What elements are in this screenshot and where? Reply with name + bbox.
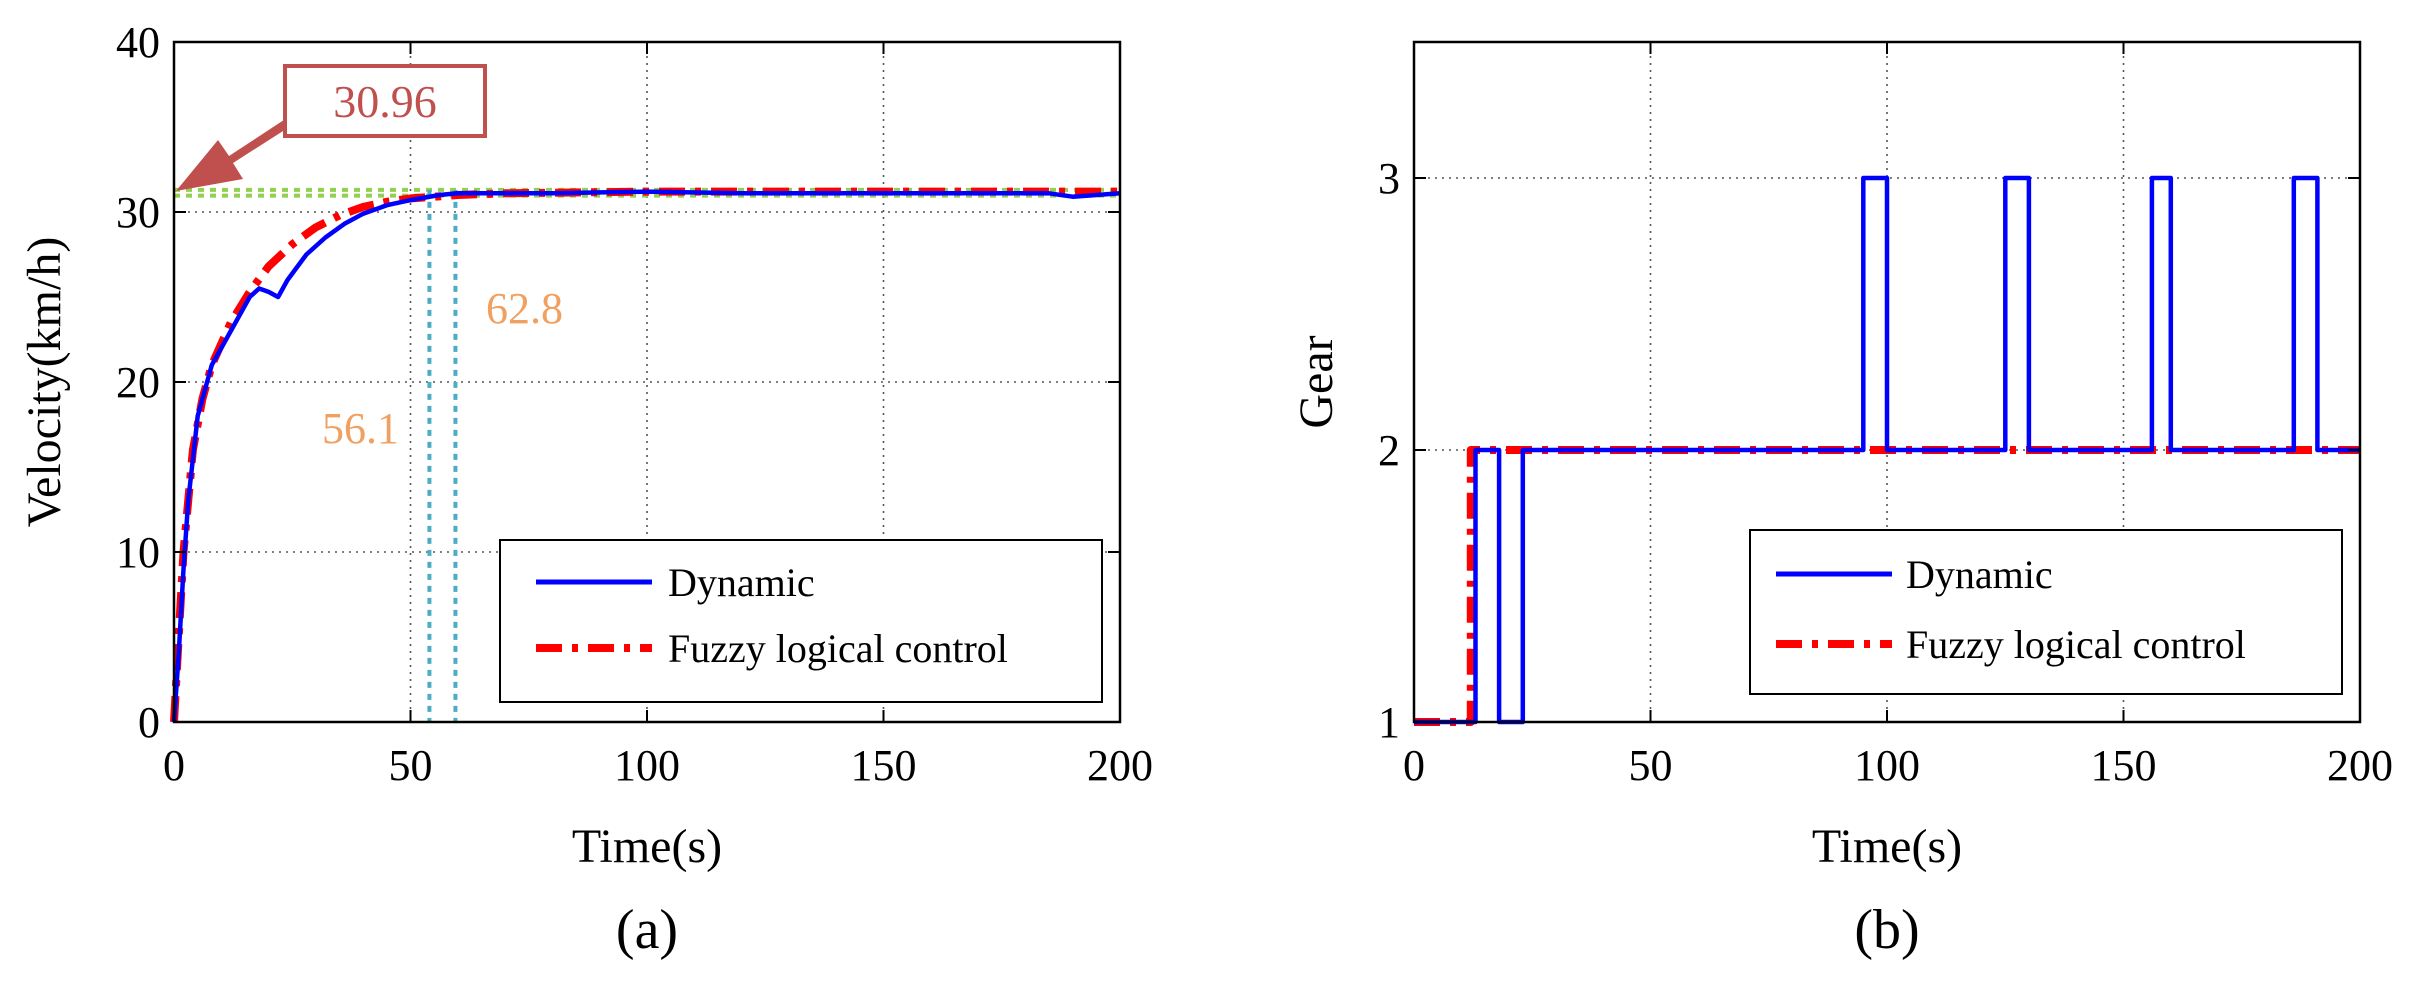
chart-a-legend-box [499,539,1103,703]
chart-a-legend-fuzzy: Fuzzy logical control [668,626,1008,671]
chart-a-xtick-label: 150 [851,741,917,790]
chart-b-xtick-label: 200 [2327,741,2393,790]
chart-a-ytick-label: 20 [116,358,160,407]
chart-a-ytick-label: 30 [116,188,160,237]
chart-a-ytick-label: 0 [138,698,160,747]
chart-a-callout-box [283,64,487,138]
chart-a-callout-arrow [176,116,294,191]
chart-a-callout: 30.96 [176,64,487,191]
chart-b-ytick-label: 2 [1378,426,1400,475]
chart-b-ytick-label: 1 [1378,698,1400,747]
chart-b-series-fuzzy-logical-control [1414,446,2360,726]
chart-a-series-dynamic [171,189,1121,723]
chart-b-xtick-label: 50 [1629,741,1673,790]
chart-b-legend-dynamic: Dynamic [1906,552,2053,597]
chart-b-series-dynamic [1414,175,2360,725]
chart-b-xtick-label: 0 [1403,741,1425,790]
chart-a-grid [174,42,1120,722]
chart-a-callout-label: 30.96 [333,76,437,127]
chart-a-xlabel: Time(s) [572,820,722,873]
chart-b-gear: 0 50 100 150 200 1 2 3 Time(s) Gear (b) Dynamic… [1290,40,2393,961]
chart-b-legend-box [1749,529,2343,695]
chart-a-ylabel: Velocity(km/h) [18,237,71,528]
chart-b-grid [1414,42,2360,722]
chart-a-ticks: 0 50 100 150 200 0 10 20 30 40 [116,18,1153,790]
chart-a-ytick-label: 40 [116,18,160,67]
chart-b-ticks: 0 50 100 150 200 1 2 3 [1378,42,2393,790]
chart-a-legend-dynamic: Dynamic [668,560,815,605]
chart-a-xtick-label: 0 [163,741,185,790]
chart-a-ytick-label: 10 [116,528,160,577]
chart-b-xtick-label: 150 [2091,741,2157,790]
chart-a-xtick-label: 200 [1087,741,1153,790]
chart-a-legend: Dynamic Fuzzy logical control [499,539,1103,703]
chart-b-panel-label: (b) [1854,899,1919,961]
chart-a-xtick-label: 50 [389,741,433,790]
chart-a-annotation-62-8: 62.8 [486,284,563,333]
chart-a-series [170,187,1121,723]
chart-a-velocity: 0 50 100 150 200 0 10 20 30 40 Time(s) Velocity(k… [18,18,1153,961]
chart-b-ylabel: Gear [1290,335,1343,428]
chart-a-annotation-56-1: 56.1 [322,404,399,453]
chart-b-xtick-label: 100 [1854,741,1920,790]
chart-b-legend: Dynamic Fuzzy logical control [1749,529,2343,695]
chart-b-legend-fuzzy: Fuzzy logical control [1906,622,2246,667]
chart-a-xtick-label: 100 [614,741,680,790]
chart-b-series [1414,175,2360,726]
chart-b-xlabel: Time(s) [1812,820,1962,873]
chart-a-panel-label: (a) [616,899,678,961]
chart-b-ytick-label: 3 [1378,154,1400,203]
